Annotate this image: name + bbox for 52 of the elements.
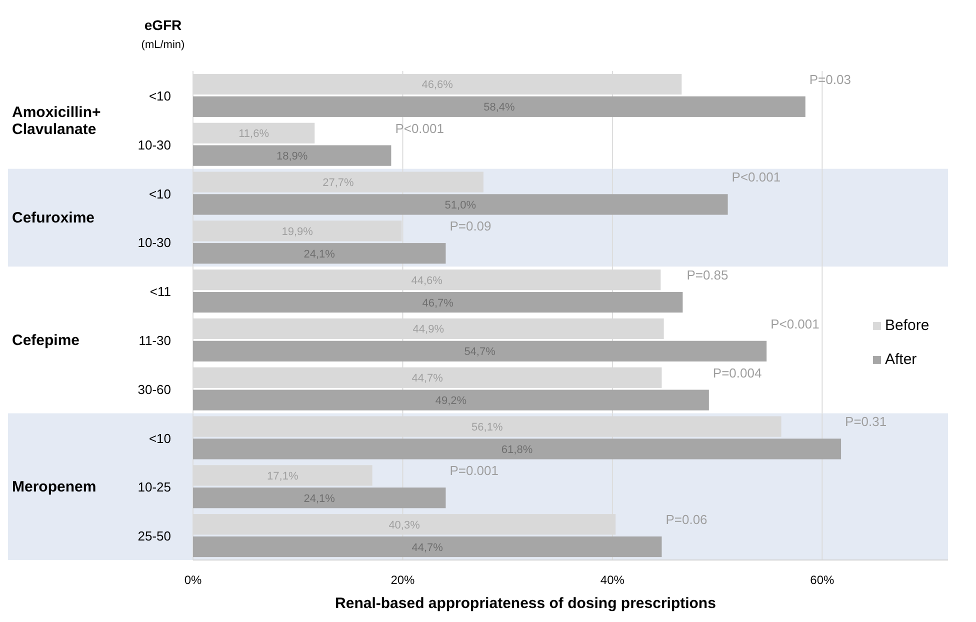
annotation: P=0.06 bbox=[666, 512, 708, 528]
bar bbox=[193, 243, 446, 264]
data-label: 44,6% bbox=[411, 274, 443, 287]
y-tick-label: 30-60 bbox=[138, 382, 171, 397]
bar bbox=[193, 292, 683, 313]
data-label: 56,1% bbox=[472, 422, 503, 434]
y-tick-label: <10 bbox=[148, 88, 171, 104]
bar bbox=[193, 96, 806, 117]
y-tick-label: <10 bbox=[148, 430, 171, 446]
y-tick-label: 25-50 bbox=[138, 528, 171, 544]
annotation: P=0.03 bbox=[809, 72, 851, 87]
bar bbox=[193, 340, 767, 362]
y-tick-label: 11-30 bbox=[138, 332, 171, 348]
legend-label: After bbox=[885, 350, 917, 368]
y-tick-label: <11 bbox=[150, 284, 171, 300]
annotation: P=0.31 bbox=[845, 414, 887, 430]
data-label: 27,7% bbox=[322, 177, 354, 190]
y-tick-label: 10-25 bbox=[138, 480, 171, 495]
annotation: P=0.001 bbox=[450, 463, 499, 478]
data-label: 46,6% bbox=[422, 79, 454, 92]
x-tick-label: 20% bbox=[390, 573, 416, 587]
y-tick-label: 10-30 bbox=[138, 137, 171, 152]
text: Cefepime bbox=[12, 332, 80, 349]
data-label: 17,1% bbox=[267, 470, 298, 482]
x-axis-title: Renal-based appropriateness of dosing prescriptions bbox=[335, 595, 716, 612]
bar bbox=[193, 438, 842, 460]
bar bbox=[193, 194, 728, 215]
annotation: P=0.85 bbox=[686, 268, 728, 283]
x-tick-label: 0% bbox=[184, 573, 202, 587]
annotation: P<0.001 bbox=[770, 316, 820, 332]
annotation: P<0.001 bbox=[732, 170, 781, 185]
x-tick-label: 60% bbox=[810, 573, 834, 587]
annotation: P=0.09 bbox=[450, 218, 492, 234]
data-label: 44,9% bbox=[412, 324, 444, 336]
text: Cefuroxime bbox=[12, 210, 95, 227]
y-tick-label: <10 bbox=[148, 186, 171, 202]
data-label: 40,3% bbox=[388, 519, 420, 532]
data-label: 11,6% bbox=[238, 128, 270, 140]
y-tick-label: 10-30 bbox=[138, 235, 171, 250]
bar bbox=[193, 488, 446, 508]
data-label: 44,7% bbox=[412, 372, 444, 385]
text: Amoxicillin+ Clavulanate bbox=[12, 104, 102, 138]
bar bbox=[193, 536, 662, 558]
text: Meropenem bbox=[12, 478, 96, 496]
bar bbox=[193, 145, 392, 166]
data-label: 19,9% bbox=[282, 226, 314, 238]
y-axis-title: eGFR (mL/min) bbox=[141, 17, 185, 51]
annotation: P<0.001 bbox=[395, 120, 444, 136]
legend-label: Before bbox=[885, 316, 930, 334]
annotation: P=0.004 bbox=[712, 365, 762, 380]
x-tick-label: 40% bbox=[600, 573, 625, 587]
bar bbox=[193, 390, 709, 410]
